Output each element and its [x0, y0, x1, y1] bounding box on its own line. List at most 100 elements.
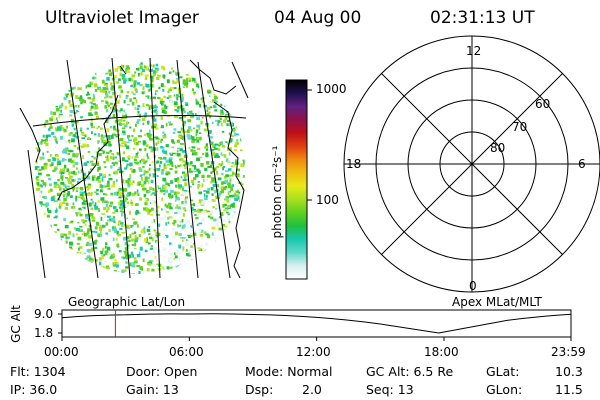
image-pixel: [171, 164, 174, 167]
image-pixel: [196, 137, 200, 141]
image-pixel: [221, 186, 224, 189]
image-pixel: [90, 122, 93, 127]
image-pixel: [123, 183, 128, 187]
image-pixel: [137, 193, 140, 196]
image-pixel: [104, 105, 107, 109]
image-pixel: [107, 206, 110, 210]
image-pixel: [55, 215, 58, 218]
image-pixel: [118, 119, 122, 122]
image-pixel: [112, 131, 116, 134]
image-pixel: [72, 170, 76, 175]
image-pixel: [220, 226, 222, 228]
image-pixel: [99, 173, 102, 176]
image-pixel: [70, 150, 74, 153]
image-pixel: [206, 174, 211, 178]
image-pixel: [135, 152, 138, 156]
image-pixel: [128, 254, 132, 259]
image-pixel: [96, 169, 100, 172]
image-pixel: [152, 236, 157, 239]
image-pixel: [143, 207, 147, 211]
image-pixel: [75, 212, 79, 215]
image-pixel: [94, 76, 97, 79]
image-pixel: [95, 193, 99, 195]
image-pixel: [91, 200, 94, 205]
image-pixel: [194, 152, 198, 156]
image-pixel: [175, 265, 179, 269]
image-pixel: [153, 247, 158, 250]
image-pixel: [174, 81, 177, 85]
image-pixel: [204, 249, 208, 252]
image-pixel: [231, 194, 235, 198]
image-pixel: [94, 106, 96, 109]
image-pixel: [196, 147, 201, 151]
image-pixel: [194, 210, 198, 213]
image-pixel: [95, 259, 98, 262]
image-pixel: [169, 195, 172, 199]
image-pixel: [108, 135, 111, 139]
image-pixel: [68, 99, 71, 104]
image-pixel: [190, 199, 193, 202]
image-pixel: [64, 224, 69, 229]
image-pixel: [81, 251, 84, 255]
image-pixel: [45, 134, 48, 138]
image-pixel: [199, 209, 203, 212]
image-pixel: [79, 225, 83, 228]
image-pixel: [160, 188, 164, 191]
image-pixel: [118, 196, 122, 199]
image-pixel: [82, 155, 84, 159]
image-pixel: [228, 132, 232, 136]
image-pixel: [94, 72, 97, 75]
image-pixel: [115, 101, 120, 104]
image-pixel: [39, 156, 42, 161]
image-pixel: [36, 176, 40, 178]
image-pixel: [139, 168, 143, 172]
image-pixel: [94, 88, 98, 92]
image-pixel: [105, 72, 109, 75]
image-pixel: [100, 136, 105, 139]
image-pixel: [144, 76, 147, 80]
image-pixel: [140, 181, 144, 185]
image-pixel: [218, 227, 223, 231]
image-pixel: [198, 191, 202, 195]
image-pixel: [196, 157, 200, 161]
image-pixel: [63, 218, 67, 221]
image-pixel: [92, 175, 96, 178]
image-pixel: [66, 193, 70, 197]
image-pixel: [75, 198, 78, 202]
image-pixel: [102, 150, 105, 154]
mlt-label-12: 12: [466, 44, 482, 58]
image-pixel: [178, 264, 182, 268]
image-pixel: [197, 184, 200, 188]
image-pixel: [100, 197, 105, 201]
image-pixel: [197, 247, 200, 249]
image-pixel: [167, 183, 170, 187]
image-pixel: [75, 121, 79, 124]
image-pixel: [88, 185, 91, 189]
image-pixel: [179, 84, 184, 89]
image-pixel: [75, 153, 80, 155]
image-pixel: [156, 76, 160, 80]
image-pixel: [219, 213, 223, 215]
image-pixel: [228, 122, 231, 127]
image-pixel: [206, 210, 210, 213]
image-pixel: [121, 231, 126, 234]
image-pixel: [90, 207, 93, 211]
image-pixel: [129, 182, 133, 185]
image-pixel: [219, 110, 222, 113]
image-pixel: [183, 115, 187, 118]
image-pixel: [142, 258, 145, 263]
image-pixel: [241, 183, 245, 186]
image-pixel: [174, 255, 178, 259]
image-pixel: [201, 116, 204, 119]
image-pixel: [176, 191, 180, 195]
image-pixel: [134, 242, 137, 247]
image-pixel: [136, 184, 141, 186]
image-pixel: [170, 181, 174, 184]
image-pixel: [111, 153, 114, 155]
image-pixel: [86, 256, 89, 260]
image-pixel: [60, 171, 65, 174]
image-pixel: [164, 215, 166, 219]
image-pixel: [232, 171, 234, 175]
